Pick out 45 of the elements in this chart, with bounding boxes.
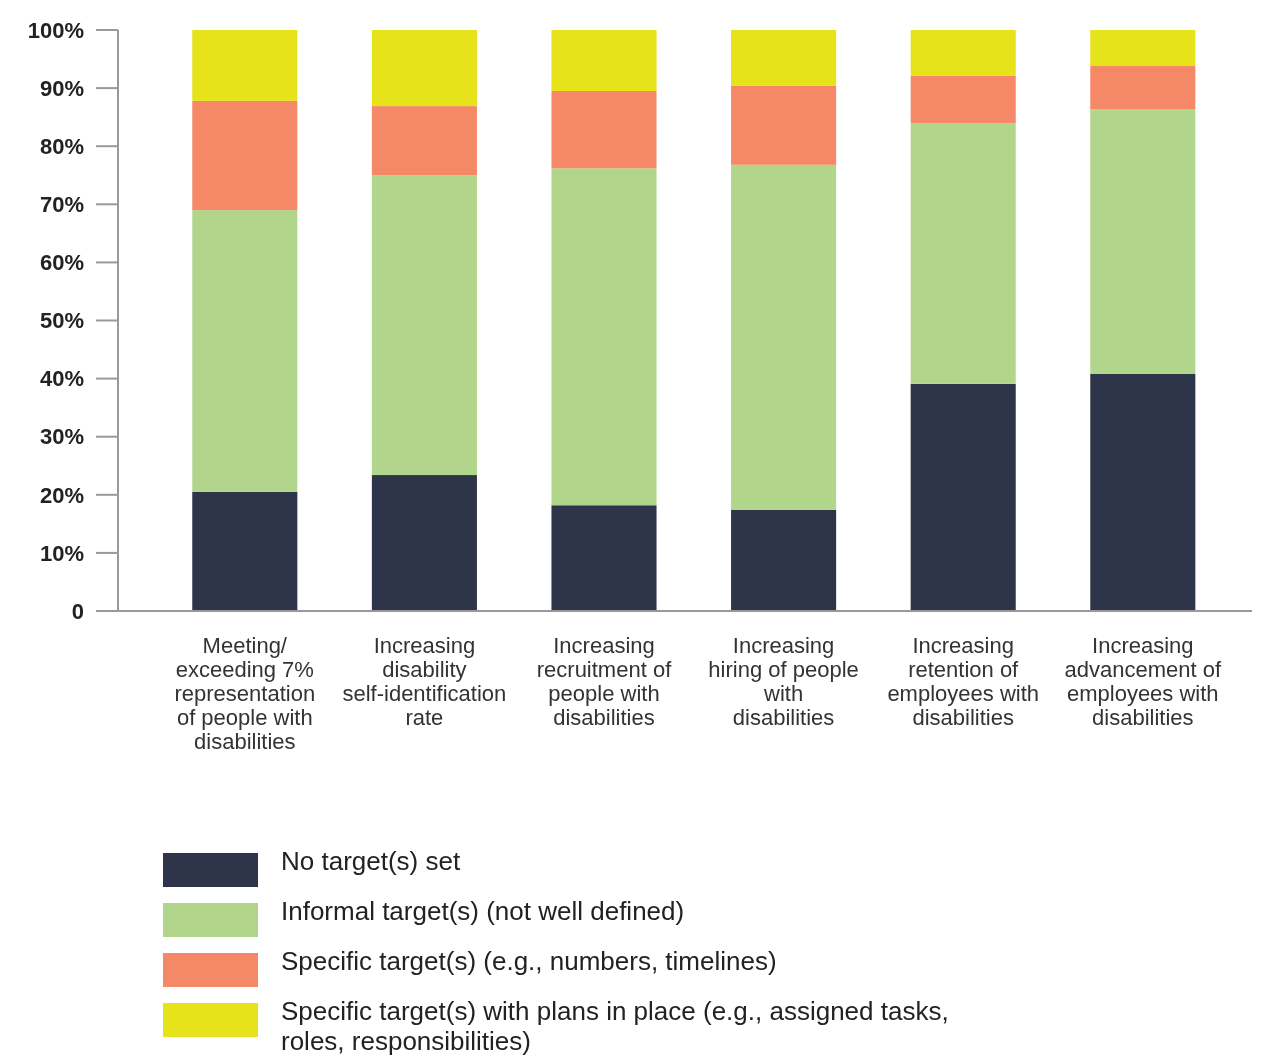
bar: [731, 30, 837, 86]
bar: [192, 30, 298, 101]
legend-label: Specific target(s) (e.g., numbers, timelines): [281, 946, 777, 976]
bar: [371, 475, 477, 611]
legend-label: No target(s) set: [281, 846, 461, 876]
bar: [551, 91, 657, 169]
legend-label: Specific target(s) with plans in place (e.g., assigned tasks, roles, responsibilities): [281, 996, 949, 1056]
bar: [910, 75, 1016, 123]
bar: [192, 210, 298, 492]
y-tick-label: 80%: [39, 133, 84, 159]
x-tick-label: Increasing recruitment of people with disabilities: [536, 633, 673, 730]
y-tick-label: 0: [71, 598, 84, 624]
bar: [731, 509, 837, 611]
x-tick-label: Meeting/ exceeding 7% representation of people with disabilities: [174, 633, 316, 754]
bar: [551, 30, 657, 92]
bar: [551, 505, 657, 611]
bar: [1090, 66, 1196, 110]
x-tick-label: Increasing hiring of people with disabilities: [708, 633, 859, 730]
y-tick-label: 30%: [39, 424, 84, 450]
y-tick-label: 90%: [39, 75, 84, 101]
bar: [1090, 373, 1196, 611]
legend-label: Informal target(s) (not well defined): [281, 896, 685, 926]
bar: [1090, 30, 1196, 67]
x-tick-label: Increasing retention of employees with disabilities: [887, 633, 1040, 730]
y-tick-label: 70%: [39, 192, 84, 217]
bar: [731, 164, 837, 510]
bar: [910, 30, 1016, 76]
bar: [192, 491, 298, 611]
y-tick-label: 50%: [39, 308, 84, 334]
y-tick-label: 10%: [39, 540, 84, 566]
bar: [551, 168, 657, 506]
bar: [731, 85, 837, 165]
y-tick-label: 20%: [39, 482, 84, 508]
bar: [910, 122, 1016, 384]
y-tick-label: 100%: [27, 17, 84, 43]
x-tick-label: Increasing disability self-identification rate: [342, 633, 507, 730]
bar: [371, 106, 477, 176]
y-tick-label: 60%: [39, 250, 84, 276]
bar: [1090, 109, 1196, 374]
bar: [192, 100, 298, 211]
x-tick-label: Increasing advancement of employees with disabilities: [1064, 633, 1222, 730]
bar: [910, 383, 1016, 611]
bar: [371, 30, 477, 107]
y-tick-label: 40%: [39, 366, 84, 392]
bar: [371, 175, 477, 476]
